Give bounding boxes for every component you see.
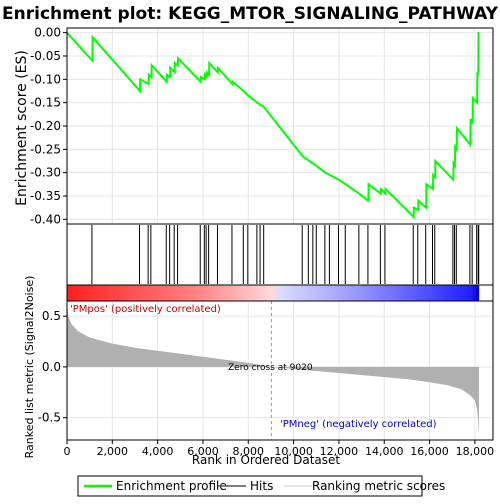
metric-panel-frame — [66, 300, 494, 441]
metric-y-tick-label: 0.5 — [42, 309, 61, 323]
es-y-tick-label: -0.20 — [30, 119, 61, 133]
legend-label: Ranking metric scores — [312, 479, 445, 493]
x-tick-label: 4,000 — [142, 445, 174, 458]
hits-panel-frame — [66, 223, 494, 286]
zero-cross-annotation: Zero cross at 9020 — [228, 363, 313, 373]
legend-frame — [77, 475, 423, 497]
x-tick-label: 10,000 — [274, 445, 313, 458]
x-tick-label: 0 — [64, 445, 71, 458]
y-axis-label-top: Enrichment score (ES) — [14, 50, 30, 206]
legend: Enrichment profile Hits Ranking metric sco… — [77, 475, 445, 497]
ranking-colorbar — [66, 284, 494, 302]
es-y-tick-label: -0.05 — [30, 49, 61, 63]
ranking-colorbar-rect — [66, 284, 494, 302]
pos-annotation: 'PMpos' (positively correlated) — [70, 304, 221, 315]
legend-label: Enrichment profile — [116, 479, 227, 493]
x-tick-label: 14,000 — [365, 445, 404, 458]
metric-y-tick-label: 0.0 — [42, 360, 61, 374]
neg-annotation: 'PMneg' (negatively correlated) — [280, 419, 437, 430]
metric-panel: 0.5 0.0 -0.5 0 2,000 4,000 6,000 8,000 10,000 12,… — [38, 300, 495, 458]
es-y-tick-label: 0.00 — [34, 26, 61, 40]
chart-title: Enrichment plot: KEGG_MTOR_SIGNALING_PAT… — [2, 4, 499, 24]
metric-y-tick-label: -0.5 — [38, 411, 61, 425]
es-panel: 0.00 -0.05 -0.10 -0.15 -0.20 -0.25 -0.30 -0.35 -… — [30, 26, 494, 226]
es-y-tick-label: -0.35 — [30, 189, 61, 203]
hits-panel — [66, 223, 494, 286]
enrichment-profile-line — [66, 31, 480, 220]
es-y-tick-label: -0.10 — [30, 72, 61, 86]
x-axis-label: Rank in Ordered Dataset — [192, 453, 340, 467]
y-axis-label-bottom: Ranked list metric (Signal2Noise) — [23, 276, 36, 459]
x-tick-label: 6,000 — [187, 445, 219, 458]
x-tick-label: 8,000 — [233, 445, 265, 458]
legend-label: Hits — [250, 479, 273, 493]
x-tick-label: 12,000 — [320, 445, 359, 458]
es-y-tick-label: -0.15 — [30, 96, 61, 110]
es-y-tick-label: -0.25 — [30, 142, 61, 156]
x-tick-label: 2,000 — [97, 445, 129, 458]
x-tick-label: 16,000 — [410, 445, 449, 458]
x-tick-label: 18,000 — [456, 445, 495, 458]
ranking-metric-area — [67, 304, 479, 434]
es-y-tick-label: -0.40 — [30, 212, 61, 226]
es-y-tick-label: -0.30 — [30, 166, 61, 180]
